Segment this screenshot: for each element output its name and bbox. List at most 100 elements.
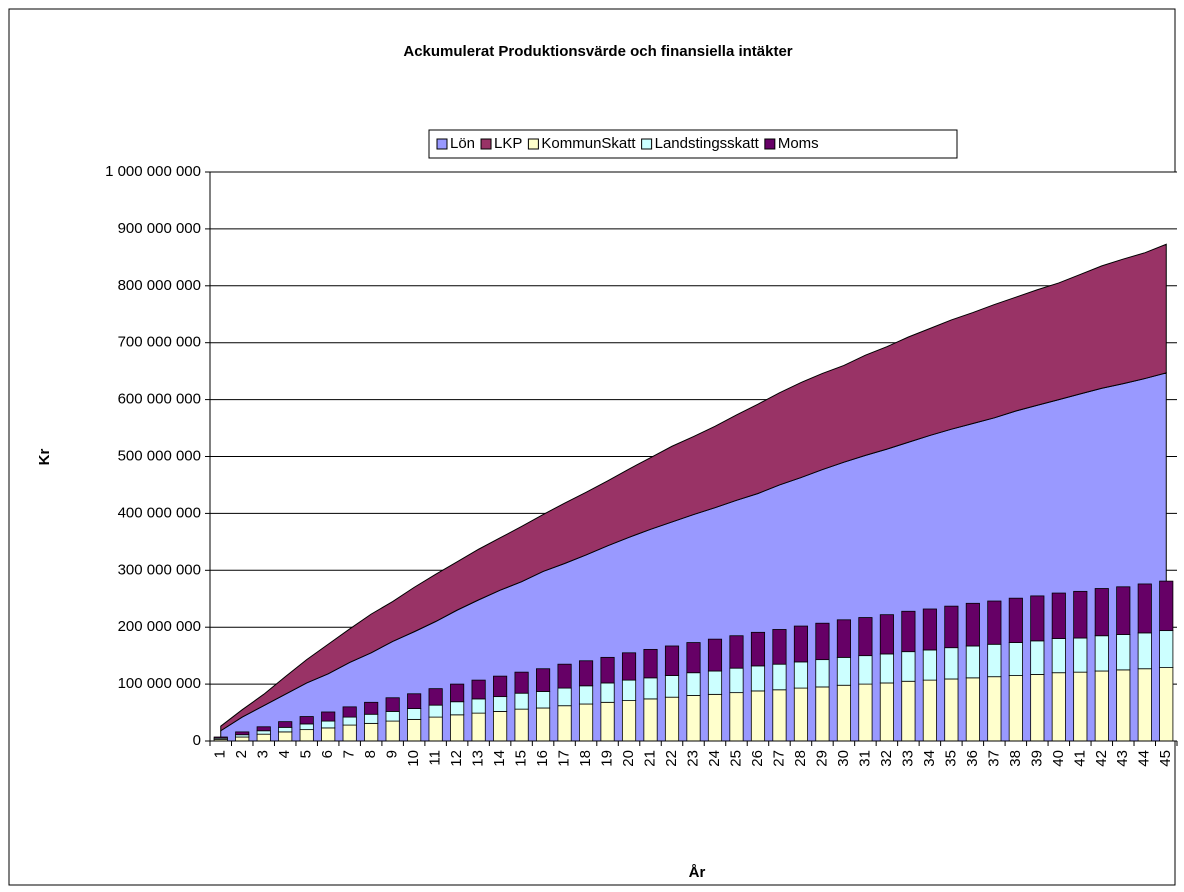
x-tick-label: 44 [1136, 750, 1153, 767]
bar [1030, 674, 1045, 742]
bar [256, 733, 271, 742]
x-tick-label: 39 [1028, 750, 1045, 767]
bar [450, 683, 465, 703]
bar [1137, 668, 1152, 742]
bar [235, 736, 250, 742]
bar [1030, 595, 1045, 642]
x-tick-label: 42 [1093, 750, 1110, 767]
bar [987, 676, 1002, 742]
bar [578, 660, 594, 687]
y-tick-label: 800 000 000 [118, 277, 201, 294]
x-tick-label: 36 [964, 750, 981, 767]
legend-label: LKP [494, 135, 522, 152]
bar [1094, 670, 1109, 742]
legend-label: KommunSkatt [541, 135, 636, 152]
bar [1137, 632, 1152, 670]
x-tick-label: 8 [362, 750, 379, 758]
bar [879, 653, 894, 684]
bar [256, 730, 271, 735]
bar [815, 686, 830, 742]
bar [707, 693, 723, 742]
x-tick-label: 7 [341, 750, 358, 758]
bar [750, 665, 766, 692]
bar [965, 677, 980, 742]
bar [793, 625, 809, 663]
bar [621, 679, 637, 702]
bar [407, 693, 422, 709]
legend-box [428, 129, 958, 159]
bar [664, 645, 680, 676]
bar [1137, 583, 1152, 634]
bar [965, 645, 980, 679]
bar [729, 692, 744, 742]
bar [428, 716, 443, 742]
x-tick-label: 43 [1114, 750, 1131, 767]
bar [493, 675, 508, 698]
bar [557, 705, 572, 742]
bar [858, 655, 873, 685]
bar [793, 661, 809, 689]
bar [836, 619, 851, 658]
bar [278, 721, 293, 728]
x-tick-label: 31 [856, 750, 873, 767]
bar [621, 652, 637, 681]
x-tick-label: 4 [276, 750, 293, 758]
x-tick-label: 19 [599, 750, 616, 767]
x-tick-label: 10 [405, 750, 422, 767]
bar [514, 671, 529, 694]
bar [922, 679, 937, 742]
x-tick-label: 18 [577, 750, 594, 767]
bar [621, 700, 637, 742]
x-tick-label: 16 [534, 750, 551, 767]
y-axis-label: Kr [36, 449, 53, 466]
bar [686, 672, 701, 696]
bar [901, 680, 916, 742]
legend-swatch [641, 138, 653, 150]
bar [707, 638, 723, 672]
bar [364, 701, 379, 715]
bar [278, 731, 293, 742]
x-tick-label: 37 [985, 750, 1002, 767]
bar [557, 687, 572, 707]
x-tick-label: 2 [233, 750, 250, 758]
x-tick-label: 5 [298, 750, 315, 758]
bar [299, 716, 314, 725]
x-tick-label: 9 [384, 750, 401, 758]
x-tick-label: 28 [792, 750, 809, 767]
bar [1051, 592, 1066, 639]
bar [385, 711, 400, 722]
bar [772, 663, 787, 691]
bar [858, 683, 873, 742]
bar [664, 696, 680, 742]
x-tick-label: 14 [491, 750, 508, 767]
bar [299, 729, 314, 742]
bar [965, 602, 980, 647]
bar [643, 698, 658, 742]
bar [600, 656, 615, 684]
x-tick-label: 29 [813, 750, 830, 767]
x-tick-label: 3 [255, 750, 272, 758]
bar [944, 647, 959, 680]
bar [471, 679, 486, 700]
bar [750, 690, 766, 742]
bar [944, 678, 959, 742]
bar [493, 696, 508, 712]
bar [643, 648, 658, 679]
bar [278, 726, 293, 733]
bar [1051, 638, 1066, 674]
x-tick-label: 35 [942, 750, 959, 767]
x-tick-label: 30 [835, 750, 852, 767]
bar [321, 727, 336, 742]
bar [922, 608, 937, 651]
bar [536, 668, 551, 692]
bar [321, 720, 336, 729]
bar [1116, 669, 1131, 742]
bar [836, 684, 851, 742]
x-tick-label: 25 [727, 750, 744, 767]
bar [729, 635, 744, 669]
x-tick-label: 23 [684, 750, 701, 767]
y-tick-label: 600 000 000 [118, 391, 201, 408]
bar [342, 706, 357, 718]
bar [407, 718, 422, 742]
x-tick-label: 21 [641, 750, 658, 767]
